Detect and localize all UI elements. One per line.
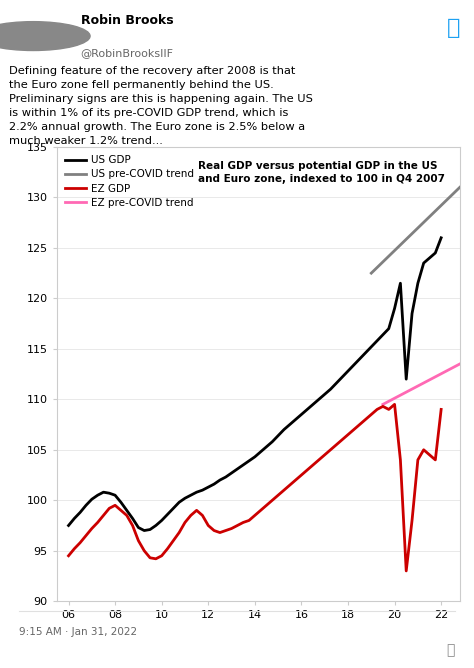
Text: Robin Brooks: Robin Brooks	[81, 15, 173, 27]
Text: Defining feature of the recovery after 2008 is that
the Euro zone fell permanent: Defining feature of the recovery after 2…	[9, 66, 313, 146]
Text: ⓘ: ⓘ	[447, 643, 455, 657]
Text: Real GDP versus potential GDP in the US
and Euro zone, indexed to 100 in Q4 2007: Real GDP versus potential GDP in the US …	[198, 160, 445, 184]
Text: 9:15 AM · Jan 31, 2022: 9:15 AM · Jan 31, 2022	[19, 627, 137, 637]
Legend: US GDP, US pre-COVID trend, EZ GDP, EZ pre-COVID trend: US GDP, US pre-COVID trend, EZ GDP, EZ p…	[62, 152, 197, 211]
Circle shape	[0, 21, 90, 51]
Text: 🐦: 🐦	[447, 18, 460, 38]
Text: @RobinBrooksIIF: @RobinBrooksIIF	[81, 48, 173, 58]
